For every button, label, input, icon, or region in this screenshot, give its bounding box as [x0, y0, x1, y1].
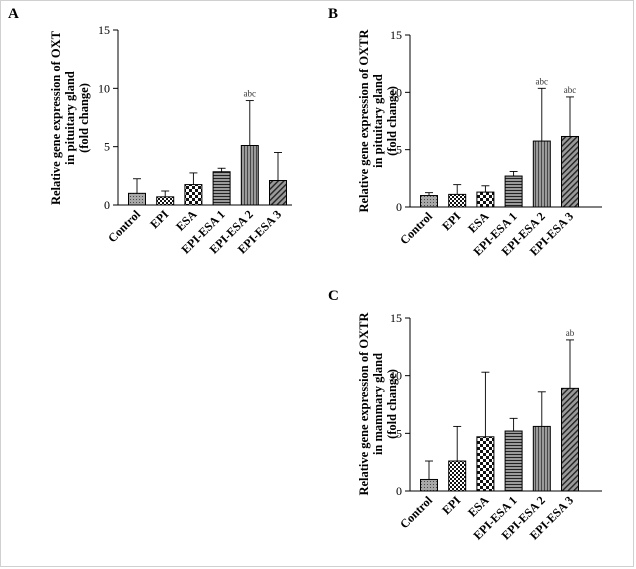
y-tick-label: 0	[396, 484, 402, 498]
x-tick-label: EPI	[439, 209, 463, 233]
bar	[212, 171, 231, 206]
panel-label: C	[328, 288, 339, 304]
chart-panel-b: B Relative gene expression of OXTRin pitu…	[328, 6, 602, 258]
bar	[420, 478, 438, 492]
bar	[240, 145, 259, 206]
chart-panel-a: A Relative gene expression of OXTin pitui…	[8, 6, 292, 256]
y-tick-label: 15	[390, 311, 402, 325]
bar	[561, 387, 579, 492]
bar	[532, 140, 551, 208]
panel-label: A	[8, 6, 19, 22]
bar	[476, 191, 495, 208]
y-tick-label: 15	[98, 23, 110, 37]
significance-label: abc	[564, 85, 577, 95]
bar	[184, 184, 203, 206]
bar	[269, 180, 287, 206]
bar	[504, 175, 523, 208]
x-tick-label: Control	[105, 207, 143, 245]
bar	[476, 436, 495, 492]
y-tick-label: 5	[104, 140, 110, 154]
bar	[561, 135, 579, 208]
x-tick-label: Control	[397, 209, 435, 247]
bar	[156, 196, 175, 206]
y-tick-label: 10	[390, 85, 402, 99]
y-tick-label: 10	[98, 81, 110, 95]
bar	[420, 195, 438, 208]
x-tick-label: EPI	[439, 493, 463, 517]
bar	[448, 193, 467, 208]
panel-label: B	[328, 6, 338, 22]
bar	[504, 430, 523, 492]
y-axis-label: Relative gene expression of OXTin pituit…	[49, 30, 91, 205]
y-axis-label: Relative gene expression of OXTRin pitui…	[357, 28, 399, 212]
significance-label: abc	[244, 89, 257, 99]
y-tick-label: 15	[390, 28, 402, 42]
bar	[448, 460, 467, 492]
chart-panel-c: C Relative gene expression of OXTRin mamm…	[328, 288, 602, 542]
y-axis-label: Relative gene expression of OXTRin mamma…	[357, 311, 399, 495]
y-tick-label: 0	[396, 200, 402, 214]
y-tick-label: 5	[396, 426, 402, 440]
y-tick-label: 0	[104, 198, 110, 212]
x-tick-label: Control	[397, 493, 435, 531]
y-tick-label: 10	[390, 369, 402, 383]
significance-label: ab	[566, 328, 575, 338]
y-tick-label: 5	[396, 143, 402, 157]
bar	[128, 192, 146, 206]
significance-label: abc	[536, 76, 549, 86]
bar	[532, 425, 551, 492]
x-tick-label: EPI	[147, 207, 171, 231]
